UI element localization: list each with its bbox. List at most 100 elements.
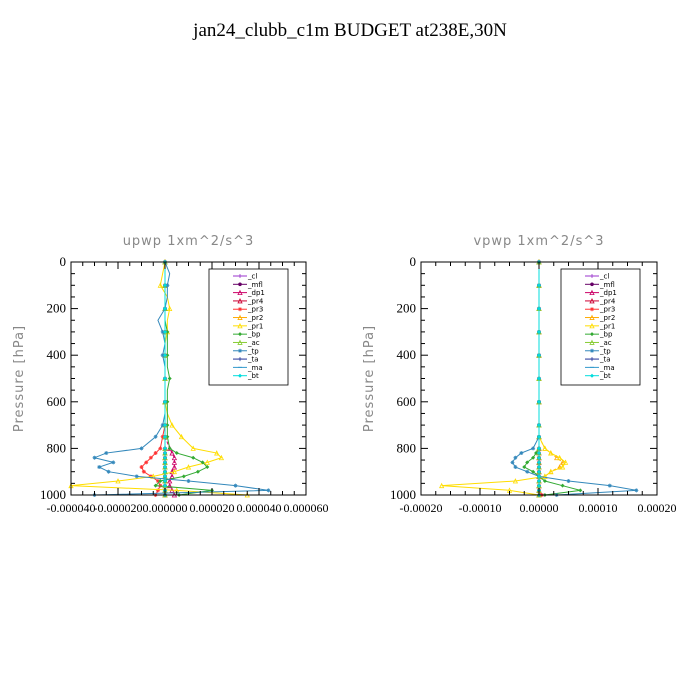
data-point-tp	[513, 465, 518, 470]
y-tick-label: 0	[60, 254, 67, 269]
legend-label: _pr3	[247, 306, 263, 314]
data-point-bt	[163, 483, 167, 488]
panel-title: vpwp 1xm^2/s^3	[473, 234, 604, 249]
data-point-pr1	[562, 459, 569, 465]
data-point-bt	[163, 283, 167, 288]
data-point-bt	[537, 423, 541, 428]
data-point-pr3	[141, 469, 146, 474]
legend-marker	[237, 289, 243, 296]
data-point-pr1	[542, 473, 548, 479]
legend-marker	[237, 298, 243, 304]
y-tick-label: 1000	[40, 487, 66, 502]
legend-label: _pr2	[247, 314, 263, 322]
y-tick-label: 0	[410, 254, 417, 269]
legend-label: _dp1	[247, 289, 265, 297]
legend-label: _pr1	[247, 322, 263, 330]
x-tick-label: 0.000060	[284, 501, 329, 515]
legend-marker	[589, 339, 595, 345]
legend-box	[208, 268, 289, 386]
data-point-pr1	[512, 478, 519, 484]
data-point-bt	[537, 479, 541, 484]
data-point-pr3	[155, 488, 160, 493]
legend-label: _pr4	[599, 297, 616, 305]
data-point-bp	[167, 376, 172, 381]
x-tick-label: -0.00010	[459, 501, 502, 515]
y-tick-label: 400	[47, 347, 67, 362]
data-point-pr1	[178, 433, 185, 440]
data-point-bt	[163, 306, 167, 311]
data-point-bt	[163, 376, 167, 381]
data-point-tp	[566, 479, 571, 484]
data-point-pr1	[439, 482, 445, 489]
data-point-bt	[163, 455, 167, 460]
data-point-tp	[106, 469, 111, 474]
data-point-pr1	[167, 305, 173, 312]
y-axis-label: Pressure [hPa]	[12, 325, 27, 432]
legend-label: _pr1	[599, 322, 615, 330]
legend-marker	[589, 298, 595, 304]
data-point-bt	[163, 399, 167, 404]
data-point-tp	[92, 455, 97, 460]
data-point-tp	[510, 460, 515, 465]
legend-marker	[237, 322, 243, 329]
data-point-pr1	[150, 473, 156, 479]
legend-marker	[238, 357, 242, 362]
data-point-pr1	[218, 454, 225, 461]
legend-marker	[238, 348, 242, 353]
legend-label: _pr4	[247, 297, 264, 305]
data-point-bp	[525, 460, 530, 465]
legend-label: _ac	[247, 339, 260, 347]
data-point-pr1	[171, 468, 178, 475]
data-point-bp	[191, 455, 196, 460]
data-point-bp	[531, 469, 536, 474]
data-point-bt	[537, 353, 541, 358]
data-point-bp	[542, 479, 547, 484]
data-point-bt	[163, 329, 167, 334]
legend-marker	[590, 274, 594, 278]
legend-marker	[238, 307, 242, 312]
legend-label: _bt	[247, 372, 259, 380]
legend-label: _ma	[247, 364, 263, 372]
data-point-bt	[163, 465, 167, 470]
data-point-bp	[205, 465, 210, 470]
data-point-bt	[163, 446, 167, 451]
legend-marker	[590, 332, 594, 337]
x-tick-label: 0.00000	[520, 501, 559, 515]
x-tick-label: -0.000040	[47, 501, 96, 515]
data-point-bt	[537, 474, 541, 479]
data-point-tp	[233, 483, 238, 488]
data-point-pr3	[148, 455, 153, 460]
data-point-pr1	[214, 450, 220, 456]
x-tick-label: 0.000040	[237, 501, 282, 515]
y-tick-label: 400	[397, 347, 417, 362]
data-point-bt	[537, 376, 541, 381]
data-point-bt	[537, 465, 541, 470]
data-point-bt	[537, 455, 541, 460]
legend-marker	[238, 373, 242, 378]
legend-label: _pr2	[599, 314, 615, 322]
legend-marker	[590, 373, 594, 378]
data-point-bt	[537, 446, 541, 451]
legend-marker	[238, 282, 242, 287]
data-point-pr1	[204, 459, 210, 465]
data-point-pr3	[160, 434, 165, 439]
data-point-bt	[163, 460, 167, 465]
y-tick-label: 600	[397, 394, 417, 409]
data-point-pr3	[139, 465, 144, 470]
legend-marker	[589, 314, 595, 320]
legend-box	[560, 268, 641, 386]
data-point-pr1	[115, 478, 121, 484]
legend-label: _cl	[247, 273, 257, 281]
legend-marker	[237, 339, 243, 345]
legend-label: _bt	[599, 372, 611, 380]
data-point-pr1	[157, 282, 163, 288]
legend-label: _tp	[599, 347, 611, 355]
data-point-bt	[537, 434, 541, 439]
x-tick-label: -0.00020	[400, 501, 443, 515]
legend-marker	[238, 274, 242, 278]
data-point-bp	[522, 465, 527, 470]
x-tick-label: 0.00010	[579, 501, 618, 515]
data-point-pr2	[554, 454, 560, 461]
panel-title: upwp 1xm^2/s^3	[123, 234, 255, 249]
